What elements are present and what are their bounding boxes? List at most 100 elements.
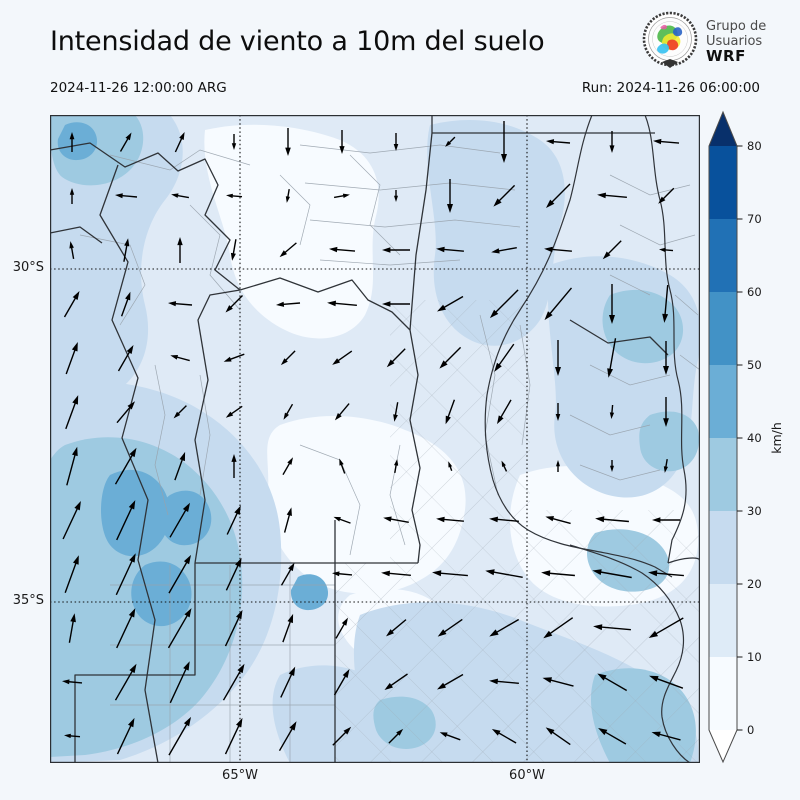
wind-arrow-head (129, 447, 137, 458)
wind-arrow-head (501, 154, 507, 163)
wind-arrow-shaft (333, 673, 348, 696)
wind-arrow-head (555, 414, 561, 421)
wind-arrow-head (607, 368, 613, 378)
wind-arrow-head (343, 726, 352, 735)
colorbar-band (709, 219, 737, 292)
wind-arrow-head (342, 669, 350, 678)
colorbar-tick-label: 0 (747, 723, 754, 737)
wind-arrow-shaft (389, 348, 406, 365)
wind-arrow-head (71, 342, 78, 352)
wind-arrow-head (546, 139, 555, 145)
wind-arrow-shaft (116, 504, 134, 541)
wind-arrow-head (128, 717, 135, 728)
wind-arrow-head (287, 613, 294, 624)
colorbar-tick-label: 30 (747, 504, 762, 518)
wind-arrow-shaft (446, 399, 456, 420)
colorbar-bands (709, 112, 737, 762)
wind-arrow-head (235, 557, 242, 568)
wind-arrow-head (288, 562, 295, 572)
colorbar-under-arrow (709, 730, 737, 762)
wind-arrow-head (437, 682, 446, 690)
wind-arrow-shaft (600, 518, 629, 523)
wind-arrow-head (173, 411, 181, 419)
wind-arrow-head (394, 195, 398, 202)
wind-arrow-shaft (441, 673, 464, 688)
wind-arrow-head (183, 661, 190, 671)
wind-arrow-head (231, 143, 237, 150)
wind-arrow-head (542, 677, 552, 683)
wind-arrow-head (544, 246, 553, 253)
wind-arrow-shaft (114, 668, 135, 701)
colorbar-band (709, 146, 737, 219)
wind-arrow-head (489, 516, 498, 523)
wind-arrow-shaft (490, 570, 523, 578)
wind-arrow-shaft (332, 302, 357, 306)
wind-arrow-shaft (388, 673, 408, 688)
wind-arrow-head (339, 146, 345, 154)
lon-tick-65w: 65°W (222, 768, 258, 783)
wind-arrow-shaft (547, 678, 574, 687)
wind-arrow-shaft (222, 668, 243, 701)
colorbar-tick-label: 60 (747, 285, 762, 299)
wind-arrow-head (72, 395, 79, 405)
wind-arrow-shaft (493, 289, 519, 315)
wind-arrow-head (184, 608, 192, 618)
wind-arrow-head (382, 301, 391, 307)
wind-arrow-head (124, 238, 130, 247)
wind-arrow-shaft (68, 618, 75, 643)
wind-arrow-head (610, 465, 614, 472)
colorbar-tick-label: 20 (747, 577, 762, 591)
wind-arrow-head (125, 291, 131, 301)
wind-arrow-head (662, 313, 669, 323)
wind-arrow-head (485, 569, 495, 576)
wind-arrow-head (544, 311, 553, 321)
wind-arrow-shaft (495, 730, 517, 744)
wind-arrow-shaft (549, 248, 572, 252)
wind-arrow-head (333, 516, 341, 522)
wind-arrow-shaft (64, 560, 78, 594)
wind-arrow-head (179, 132, 185, 140)
lat-tick-35s: 35°S (12, 593, 44, 608)
wind-arrow-shaft (66, 451, 77, 486)
wind-arrow-head (129, 663, 137, 674)
wind-arrow-head (223, 356, 232, 362)
colorbar-tick-label: 70 (747, 212, 762, 226)
wind-arrow-shaft (225, 562, 240, 591)
wind-arrow-head (653, 138, 662, 145)
wind-arrow-shaft (63, 295, 78, 318)
wind-arrow-head (329, 246, 338, 253)
wind-arrow-head (491, 248, 500, 254)
wind-arrow-head (128, 608, 136, 618)
wind-arrow-shaft (282, 618, 292, 643)
wind-arrow-head (436, 246, 445, 253)
wind-arrow-head (663, 418, 669, 427)
wind-arrow-head (555, 367, 561, 376)
wind-arrow-shaft (495, 247, 517, 253)
wind-arrow-shaft (547, 287, 573, 317)
page-title: Intensidad de viento a 10m del suelo (50, 26, 545, 57)
colorbar-tick-label: 10 (747, 650, 762, 664)
province-borders (50, 115, 669, 763)
wind-arrow-shaft (116, 722, 133, 755)
wind-arrow-head (280, 358, 288, 366)
wind-arrow-head (225, 411, 234, 418)
wind-arrow-head (276, 301, 285, 307)
wind-arrow-head (597, 673, 607, 681)
wind-arrow-head (339, 458, 344, 466)
wind-arrow-shaft (226, 510, 240, 535)
wind-arrow-head (437, 304, 446, 312)
wind-arrow-shaft (550, 140, 571, 144)
rivers-coastline (484, 115, 700, 763)
wind-arrow-shaft (389, 619, 407, 634)
wind-arrow-head (69, 188, 75, 195)
wind-arrow-head (384, 682, 393, 690)
logo-line1: Grupo de (706, 18, 767, 34)
wind-arrow-head (546, 199, 555, 208)
wind-arrow-head (597, 192, 606, 199)
wind-arrow-head (609, 412, 615, 419)
wind-arrow-head (489, 678, 498, 685)
wind-arrow-shaft (494, 518, 519, 522)
wind-arrow-head (72, 291, 80, 300)
colorbar-tick-label: 40 (747, 431, 762, 445)
wind-arrow-head (602, 251, 611, 260)
